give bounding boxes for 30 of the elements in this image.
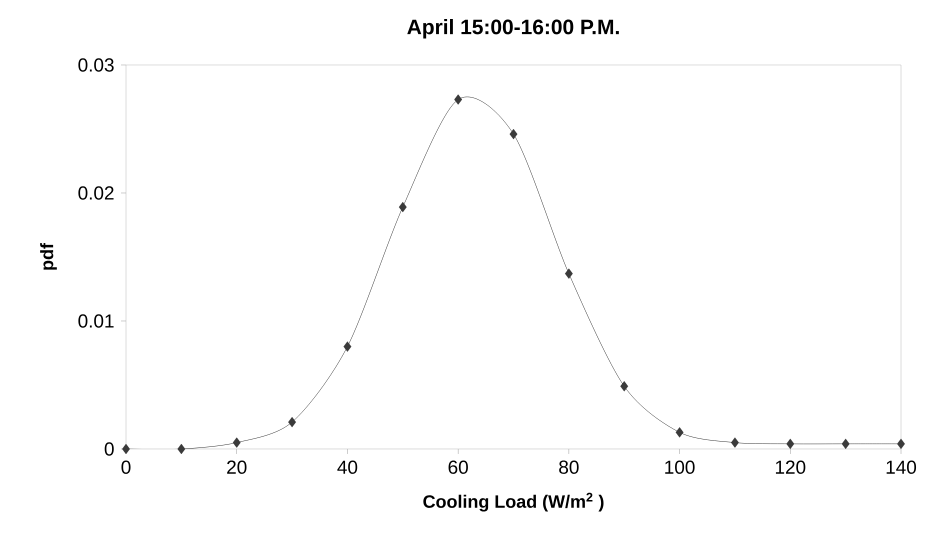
y-tick-label: 0.03 — [78, 58, 114, 72]
point — [454, 94, 462, 105]
point — [510, 128, 518, 140]
point — [676, 427, 684, 438]
x-tick-label: 80 — [559, 460, 579, 474]
x-tick-label: 0 — [121, 460, 131, 474]
x-tick-label: 40 — [337, 460, 358, 474]
point — [564, 268, 573, 279]
point — [897, 438, 905, 450]
y-tick-label: 0.02 — [78, 186, 114, 200]
chart-title: April 15:00-16:00 P.M. — [407, 19, 619, 38]
point — [786, 438, 794, 450]
point — [343, 341, 352, 352]
point — [398, 202, 407, 212]
point — [620, 381, 628, 392]
x-tick-label: 120 — [776, 460, 806, 474]
x-axis-title: Cooling Load (W/m$^{2}$ ) — [423, 492, 604, 512]
x-tick-label: 100 — [665, 460, 695, 474]
x-tick-label: 60 — [448, 460, 468, 474]
y-tick-label: 0.01 — [78, 314, 114, 328]
point — [122, 444, 130, 454]
point — [730, 437, 739, 448]
x-tick-label: 140 — [886, 460, 916, 474]
y-axis-title: pdf — [40, 242, 57, 270]
point — [288, 416, 296, 428]
point — [177, 444, 186, 454]
x-tick-label: 20 — [227, 460, 246, 474]
y-tick-label: 0 — [104, 442, 114, 456]
point — [232, 437, 241, 448]
point — [842, 438, 850, 450]
